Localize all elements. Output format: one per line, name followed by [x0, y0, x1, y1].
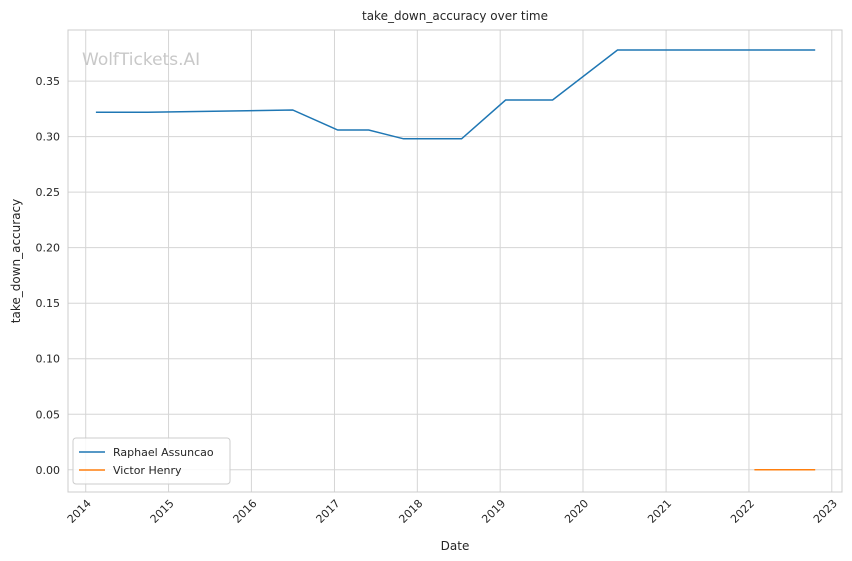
series-layer [95, 49, 816, 471]
plot-area [67, 29, 843, 493]
y-tick-label: 0.35 [36, 75, 61, 88]
y-tick-label: 0.25 [36, 186, 61, 199]
legend: Raphael Assuncao Victor Henry [72, 437, 231, 485]
y-tick-label: 0.00 [36, 464, 61, 477]
y-tick-label: 0.15 [36, 297, 61, 310]
x-axis-label: Date [441, 539, 470, 553]
legend-label: Victor Henry [113, 464, 182, 477]
y-tick-label: 0.30 [36, 131, 61, 144]
chart-title: take_down_accuracy over time [362, 9, 548, 23]
y-axis: 0.00 0.05 0.10 0.15 0.20 0.25 0.30 0.35 [36, 75, 61, 477]
legend-box [72, 437, 231, 485]
series-line-raphael-assuncao [95, 49, 816, 140]
legend-label: Raphael Assuncao [113, 446, 214, 459]
grid [68, 30, 842, 492]
watermark: WolfTickets.AI [82, 50, 200, 70]
y-tick-label: 0.20 [36, 242, 61, 255]
y-axis-label: take_down_accuracy [9, 199, 23, 323]
y-tick-label: 0.10 [36, 353, 61, 366]
y-tick-label: 0.05 [36, 408, 61, 421]
